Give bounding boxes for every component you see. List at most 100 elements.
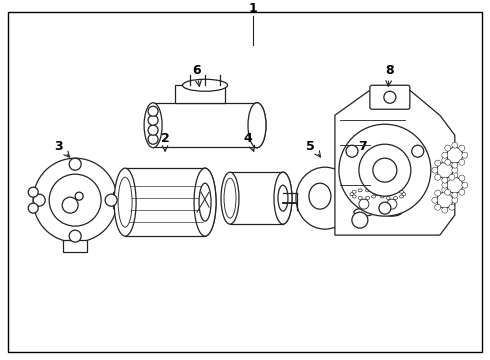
Ellipse shape (364, 167, 368, 170)
Text: 7: 7 (359, 140, 368, 153)
Circle shape (359, 144, 411, 196)
Ellipse shape (114, 168, 136, 236)
Ellipse shape (380, 190, 384, 193)
Ellipse shape (221, 172, 239, 224)
Circle shape (62, 197, 78, 213)
Ellipse shape (399, 195, 404, 198)
Circle shape (148, 106, 158, 116)
Ellipse shape (366, 197, 369, 199)
Circle shape (449, 204, 455, 210)
Circle shape (452, 167, 458, 173)
Ellipse shape (368, 182, 388, 190)
Ellipse shape (372, 163, 376, 166)
Ellipse shape (371, 190, 375, 193)
Circle shape (459, 159, 465, 165)
Circle shape (379, 202, 391, 214)
Ellipse shape (296, 167, 354, 229)
Circle shape (452, 172, 458, 178)
Ellipse shape (352, 190, 356, 193)
Ellipse shape (366, 169, 370, 172)
Ellipse shape (402, 193, 406, 195)
Circle shape (75, 192, 83, 200)
Bar (175, 85, 225, 103)
Circle shape (148, 134, 158, 144)
Circle shape (437, 162, 453, 178)
Circle shape (33, 158, 117, 242)
Ellipse shape (380, 195, 384, 198)
Circle shape (452, 162, 458, 168)
Ellipse shape (350, 193, 354, 195)
Circle shape (442, 157, 448, 163)
Circle shape (373, 173, 383, 183)
Ellipse shape (354, 190, 374, 198)
Ellipse shape (374, 193, 378, 195)
Circle shape (359, 199, 369, 209)
Circle shape (442, 207, 448, 213)
Circle shape (435, 174, 441, 180)
Circle shape (449, 174, 455, 180)
Bar (113, 192, 129, 208)
Circle shape (442, 187, 448, 193)
Ellipse shape (358, 197, 362, 199)
Circle shape (105, 194, 117, 206)
Circle shape (445, 189, 451, 195)
Circle shape (459, 175, 465, 181)
Ellipse shape (386, 189, 390, 192)
Circle shape (432, 167, 438, 173)
Circle shape (442, 182, 448, 188)
Circle shape (449, 190, 455, 196)
Ellipse shape (382, 190, 402, 198)
Bar (354, 194, 374, 212)
Ellipse shape (358, 189, 362, 192)
Ellipse shape (352, 195, 356, 198)
Ellipse shape (224, 178, 236, 218)
Circle shape (452, 142, 458, 148)
Ellipse shape (144, 103, 162, 148)
Ellipse shape (380, 163, 384, 166)
Ellipse shape (118, 177, 132, 227)
Circle shape (373, 158, 397, 182)
Circle shape (346, 145, 358, 157)
Ellipse shape (380, 171, 384, 174)
Text: 1: 1 (248, 2, 257, 15)
Circle shape (462, 152, 468, 158)
Ellipse shape (274, 172, 292, 224)
Circle shape (69, 230, 81, 242)
Circle shape (445, 159, 451, 165)
Ellipse shape (366, 189, 369, 192)
Ellipse shape (366, 164, 370, 167)
Ellipse shape (372, 171, 376, 174)
Text: 6: 6 (193, 64, 201, 77)
Ellipse shape (309, 183, 331, 209)
Ellipse shape (378, 193, 382, 195)
Ellipse shape (393, 197, 397, 199)
Text: 5: 5 (306, 140, 314, 153)
Ellipse shape (388, 167, 392, 170)
Circle shape (442, 177, 448, 183)
Circle shape (435, 160, 441, 166)
Circle shape (28, 203, 38, 213)
Ellipse shape (183, 79, 227, 91)
Ellipse shape (354, 208, 374, 216)
Ellipse shape (399, 190, 404, 193)
Ellipse shape (386, 197, 390, 199)
Circle shape (449, 160, 455, 166)
Bar (153, 103, 257, 147)
Circle shape (459, 189, 465, 195)
Circle shape (459, 145, 465, 151)
Polygon shape (335, 90, 455, 235)
Circle shape (148, 115, 158, 125)
Circle shape (339, 124, 431, 216)
Text: 8: 8 (386, 64, 394, 77)
Ellipse shape (382, 208, 402, 216)
Circle shape (437, 192, 453, 208)
Bar (368, 168, 388, 186)
Circle shape (33, 194, 45, 206)
Circle shape (462, 182, 468, 188)
Circle shape (412, 145, 424, 157)
Ellipse shape (278, 185, 288, 211)
Bar (230, 172, 283, 224)
Circle shape (452, 192, 458, 198)
Bar (382, 194, 402, 212)
Ellipse shape (194, 168, 216, 236)
